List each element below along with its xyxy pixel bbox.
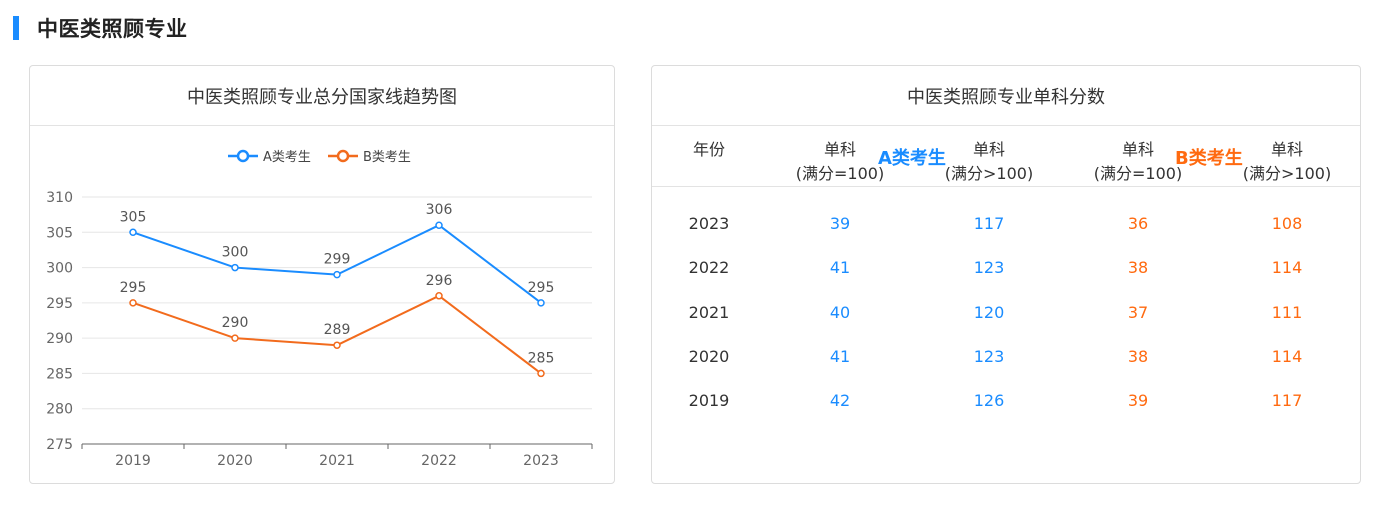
y-tick-label: 295	[46, 296, 73, 312]
table-cell-year: 2019	[688, 391, 730, 411]
data-point	[231, 334, 239, 342]
data-point	[435, 292, 443, 300]
group-header-row: A类考生 B类考生	[652, 125, 1360, 187]
table-cell-a2: 117	[973, 214, 1005, 233]
data-label: 299	[324, 252, 351, 268]
table-cell-a1: 42	[829, 391, 851, 411]
table-cell-a1: 39	[829, 214, 851, 233]
score-table: A类考生 B类考生 年份 单科 (满分=100) 单科 (满分>100) 单科 (满分=10…	[652, 125, 1360, 410]
table-cell-b2: 108	[1271, 214, 1303, 233]
data-point	[231, 263, 239, 272]
table-cell-a1: 41	[829, 258, 851, 278]
x-tick-label: 2022	[421, 453, 457, 469]
column-header-line1: 单科	[1270, 140, 1303, 159]
x-tick-label: 2021	[319, 453, 355, 469]
data-label: 295	[528, 280, 555, 296]
column-header-line1: 年份	[692, 140, 725, 159]
table-cell-b1: 37	[1127, 302, 1149, 322]
y-tick-label: 305	[46, 225, 73, 241]
data-point	[537, 299, 545, 307]
column-header: 单科 (满分=100)	[1068, 138, 1208, 186]
x-tick-label: 2019	[115, 453, 151, 469]
page-title: 中医类照顾专业	[37, 17, 188, 41]
trend-chart-card: 中医类照顾专业总分国家线趋势图 275 280 285 290 295 300 305 310…	[29, 65, 615, 484]
table-cell-a2: 123	[973, 346, 1005, 366]
data-label: 305	[120, 209, 147, 225]
column-header-line2: (满分=100)	[795, 164, 885, 183]
data-point	[333, 341, 341, 349]
table-cell-b2: 111	[1271, 302, 1303, 322]
table-cell-a1: 41	[829, 346, 851, 366]
data-point	[537, 369, 545, 378]
accent-bar	[13, 16, 19, 40]
data-label: 300	[222, 245, 249, 261]
legend-marker	[336, 149, 350, 163]
column-header-line2: (满分>100)	[944, 164, 1034, 183]
data-label: 285	[528, 350, 555, 366]
legend-label: B类考生	[363, 150, 411, 165]
table-cell-b2: 117	[1271, 391, 1303, 411]
column-header-line2: (满分=100)	[1093, 164, 1183, 183]
group-b-label: B类考生	[1175, 148, 1243, 169]
data-label: 296	[426, 273, 453, 289]
table-cell-a2: 126	[973, 391, 1005, 411]
y-tick-label: 280	[46, 402, 73, 418]
table-cell-year: 2021	[688, 302, 730, 322]
section-header: 中医类照顾专业	[13, 12, 188, 44]
data-label: 290	[222, 315, 249, 331]
table-cell-b2: 114	[1271, 346, 1303, 366]
column-header: 单科 (满分=100)	[770, 138, 910, 186]
table-cell-year: 2020	[688, 346, 730, 366]
table-cell-year: 2023	[688, 214, 730, 233]
column-header: 单科 (满分>100)	[919, 138, 1059, 186]
y-tick-label: 275	[46, 437, 73, 453]
table-cell-a2: 123	[973, 258, 1005, 278]
legend-label: A类考生	[263, 150, 311, 165]
x-tick-label: 2023	[523, 453, 559, 469]
data-point	[129, 299, 137, 307]
single-subject-card: 中医类照顾专业单科分数 A类考生 B类考生 年份 单科 (满分=100) 单科 (满分>…	[651, 65, 1361, 484]
legend-marker	[236, 149, 250, 163]
column-header-line2: (满分>100)	[1242, 164, 1332, 183]
column-header: 单科 (满分>100)	[1217, 138, 1357, 186]
y-tick-label: 300	[46, 261, 73, 277]
data-label: 289	[324, 322, 351, 338]
y-tick-label: 310	[46, 190, 73, 206]
x-tick-label: 2020	[217, 453, 253, 469]
table-cell-a1: 40	[829, 302, 851, 322]
data-label: 306	[426, 202, 453, 218]
table-cell-b1: 36	[1127, 214, 1149, 233]
column-header-line1: 单科	[972, 140, 1005, 159]
data-point	[333, 270, 341, 279]
group-a-label: A类考生	[878, 148, 946, 169]
table-cell-b2: 114	[1271, 258, 1303, 278]
table-cell-a2: 120	[973, 302, 1005, 322]
table-cell-year: 2022	[688, 258, 730, 278]
column-header: 年份	[639, 138, 779, 162]
line-chart: 275 280 285 290 295 300 305 310 2019 2020 2021 2022…	[46, 149, 593, 469]
y-tick-label: 290	[46, 331, 73, 347]
column-header-line1: 单科	[1121, 140, 1154, 159]
data-point	[435, 221, 443, 229]
y-tick-label: 285	[46, 366, 73, 382]
table-cell-b1: 39	[1127, 391, 1149, 411]
data-point	[129, 228, 137, 237]
table-cell-b1: 38	[1127, 258, 1149, 278]
chart-card-title: 中医类照顾专业总分国家线趋势图	[30, 66, 614, 126]
data-label: 295	[120, 280, 147, 296]
table-cell-b1: 38	[1127, 346, 1149, 366]
column-header-line1: 单科	[823, 140, 856, 159]
table-card-title: 中医类照顾专业单科分数	[652, 66, 1360, 126]
